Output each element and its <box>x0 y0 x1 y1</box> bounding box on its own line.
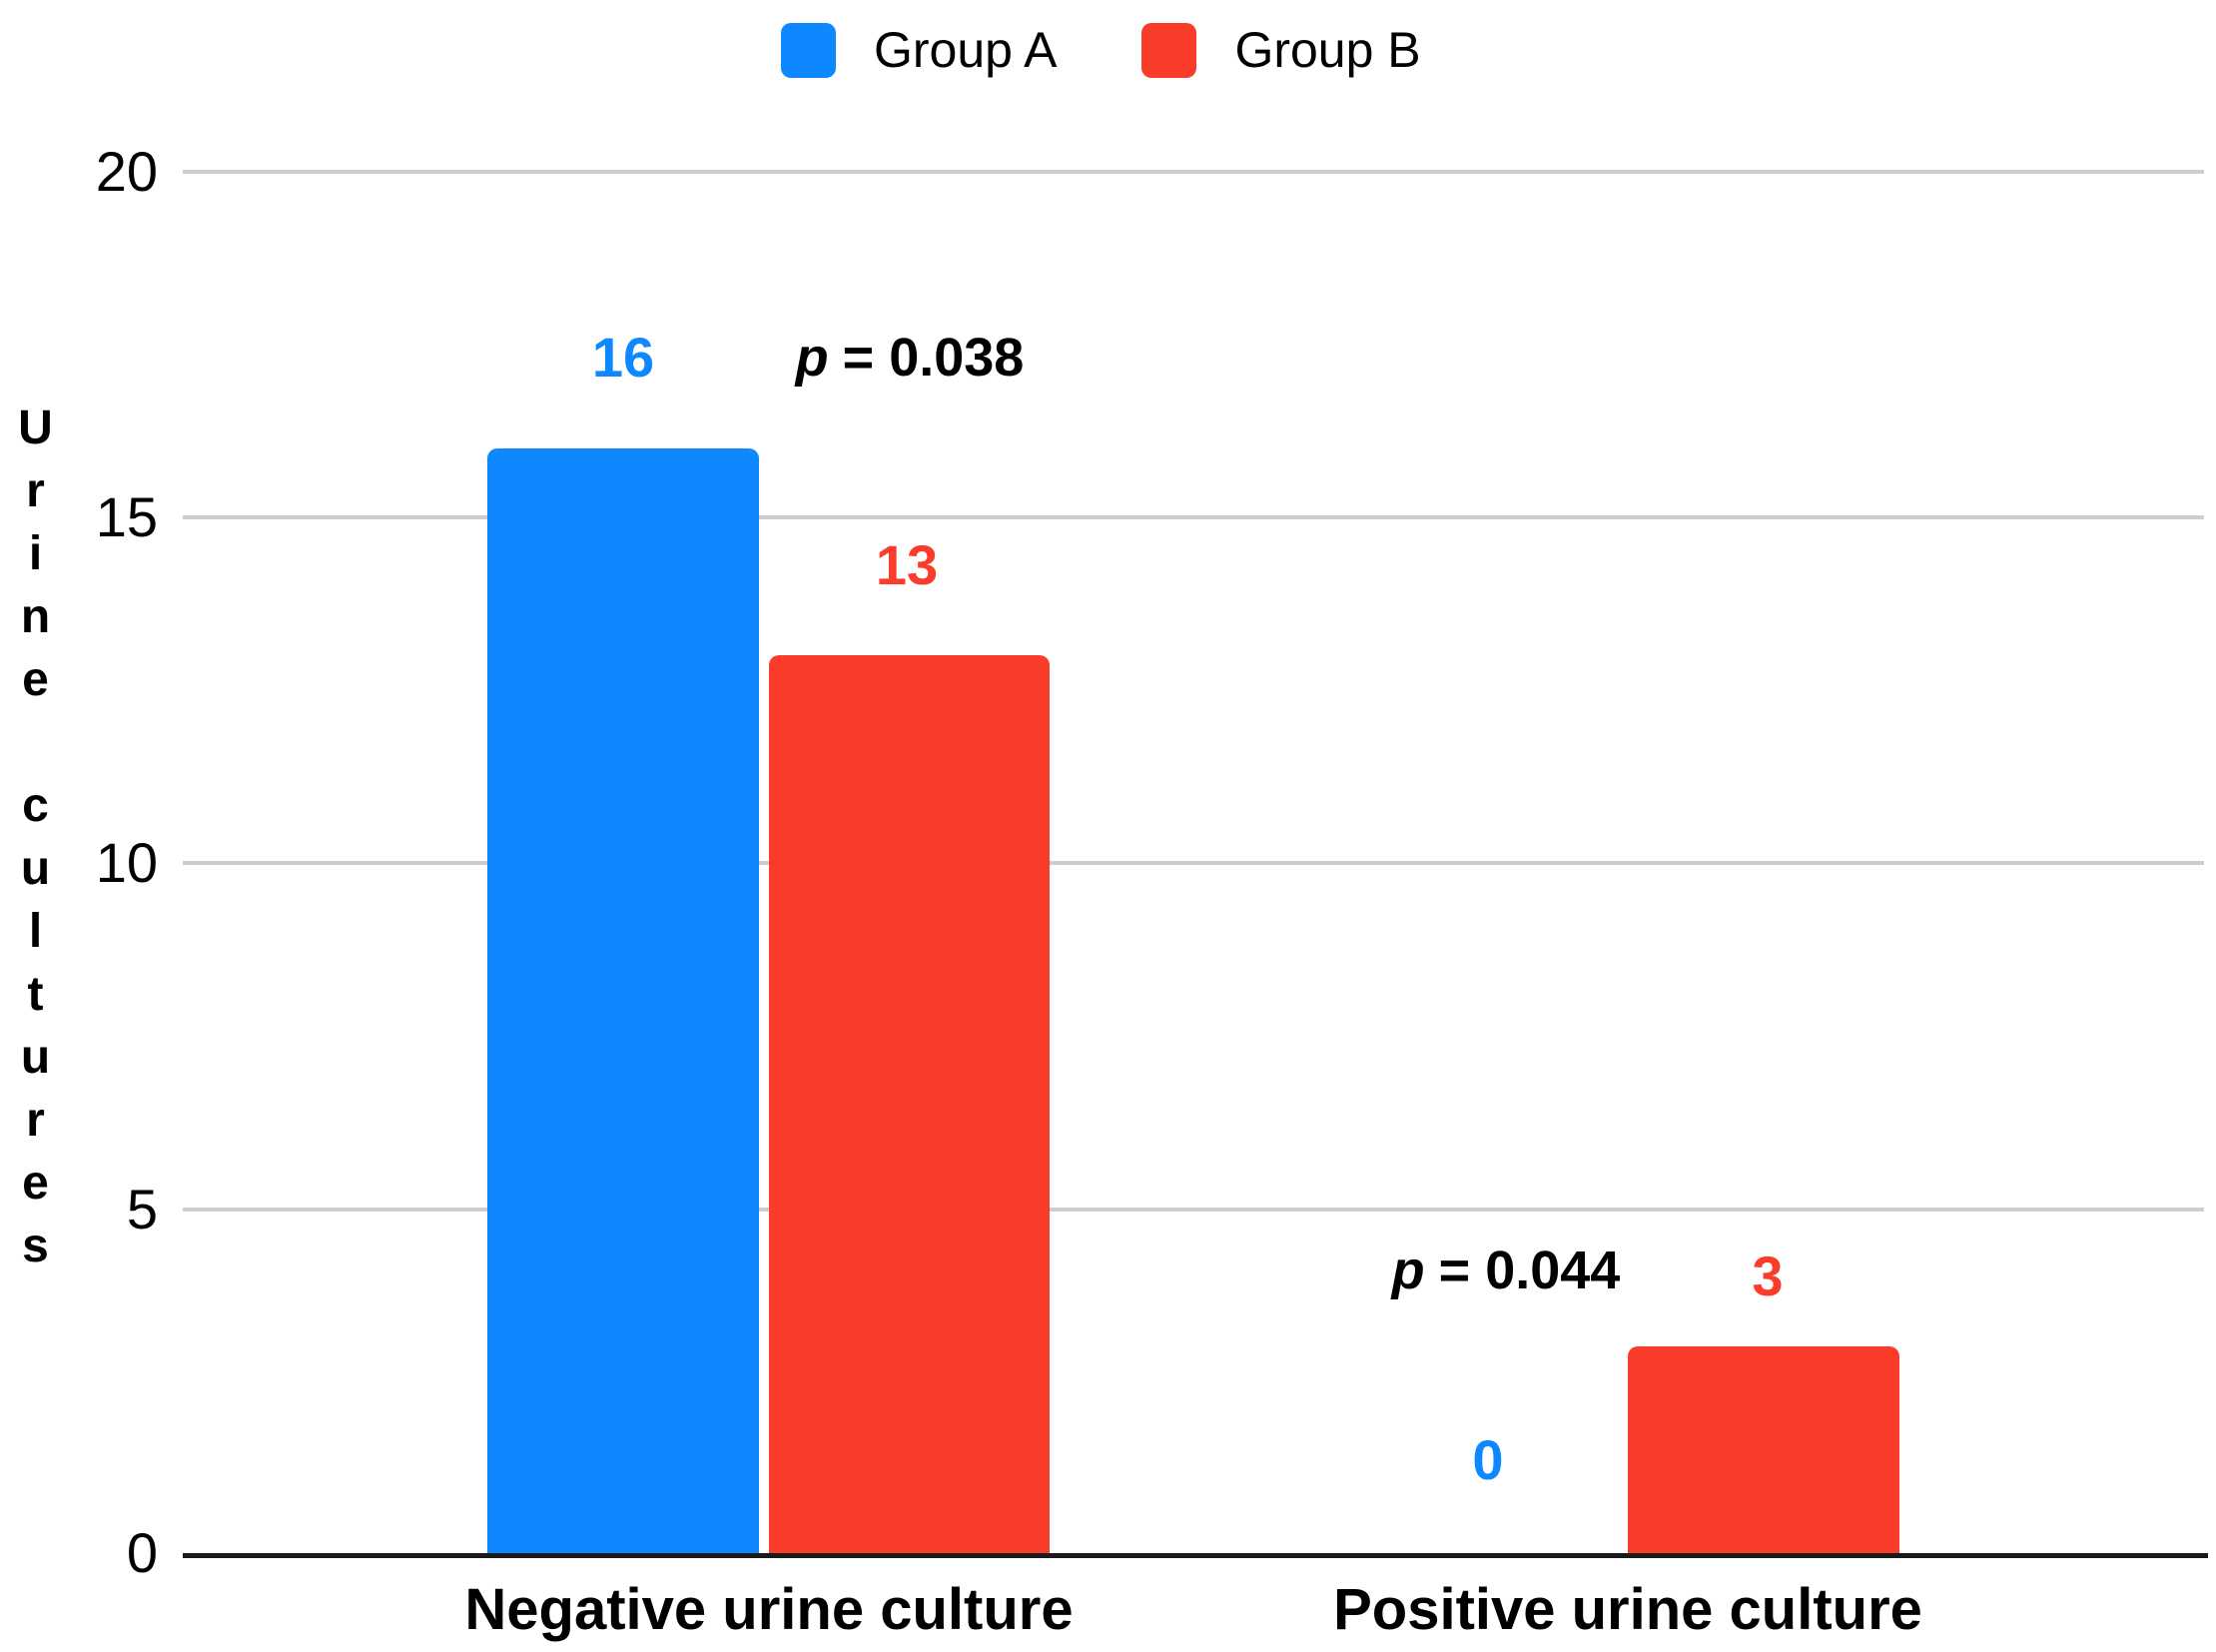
group-b-swatch <box>1141 22 1197 78</box>
x-axis-line <box>183 1553 2208 1558</box>
y-axis-title: Urine cultures <box>9 402 62 1282</box>
bar-group-b-positive <box>1628 1346 1899 1553</box>
p-symbol: p <box>1391 1240 1425 1300</box>
bar-group-b-negative <box>769 655 1050 1553</box>
category-label-positive: Positive urine culture <box>1333 1577 1922 1642</box>
gridline-5 <box>183 1208 2204 1212</box>
y-tick-10: 10 <box>95 831 158 894</box>
gridline-15 <box>183 515 2204 519</box>
gridline-20 <box>183 170 2204 174</box>
y-tick-20: 20 <box>95 140 158 203</box>
value-label-group-b-positive: 3 <box>1752 1244 1784 1307</box>
legend-item-group-a: Group A <box>781 22 1057 78</box>
legend: Group A Group B <box>781 22 1421 78</box>
p-symbol: p <box>795 328 829 388</box>
group-a-swatch <box>781 22 836 78</box>
bar-group-a-negative <box>487 448 759 1553</box>
value-label-group-a-negative: 16 <box>591 326 655 389</box>
group-a-legend-label: Group A <box>874 22 1058 78</box>
y-tick-0: 0 <box>126 1521 158 1584</box>
p-value-text: = 0.044 <box>1438 1240 1621 1300</box>
p-value-negative: p = 0.038 <box>796 331 1025 385</box>
gridline-10 <box>183 861 2204 865</box>
group-b-legend-label: Group B <box>1234 22 1421 78</box>
category-label-negative: Negative urine culture <box>464 1577 1074 1642</box>
p-value-text: = 0.038 <box>842 328 1025 388</box>
value-label-group-b-negative: 13 <box>875 533 939 596</box>
y-tick-5: 5 <box>126 1178 158 1240</box>
value-label-group-a-positive: 0 <box>1472 1428 1504 1491</box>
legend-item-group-b: Group B <box>1141 22 1421 78</box>
y-tick-15: 15 <box>95 485 158 548</box>
p-value-positive: p = 0.044 <box>1392 1243 1621 1297</box>
